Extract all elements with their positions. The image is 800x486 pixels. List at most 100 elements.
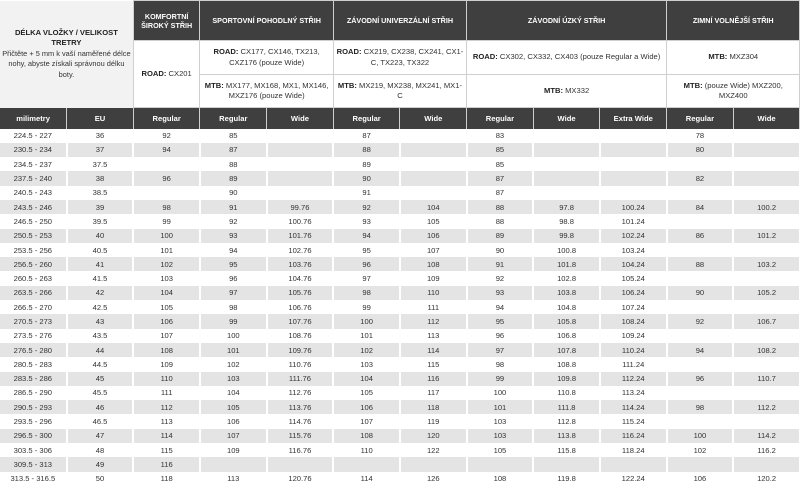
table-cell: 95 bbox=[333, 242, 401, 258]
category-uzky: ZÁVODNÍ ÚZKÝ STŘIH bbox=[466, 0, 668, 41]
table-cell: 115 bbox=[133, 443, 201, 458]
table-cell: 88 bbox=[466, 199, 535, 215]
model-label: ROAD: bbox=[336, 47, 362, 56]
table-cell: 89 bbox=[466, 228, 535, 243]
table-cell: 253.5 - 256 bbox=[0, 242, 68, 258]
table-row: 260.5 - 263 41.5 103 96 104.76 97 109 92 102.8 10… bbox=[0, 271, 800, 286]
table-row: 243.5 - 246 39 98 91 99.76 92 104 88 97.8 100.24 8… bbox=[0, 199, 800, 215]
table-cell: 102.76 bbox=[266, 242, 335, 258]
table-cell: 280.5 - 283 bbox=[0, 357, 68, 372]
table-cell: 109 bbox=[199, 443, 268, 458]
table-cell: 104 bbox=[199, 385, 268, 401]
column-header: Regular bbox=[466, 107, 534, 129]
table-cell bbox=[533, 142, 601, 158]
table-cell bbox=[733, 328, 800, 343]
table-cell: 94 bbox=[333, 228, 401, 243]
model-list: MX177, MX168, MX1, MX146, MXZ176 (pouze … bbox=[223, 80, 329, 101]
table-cell bbox=[733, 300, 800, 315]
table-cell: 99.76 bbox=[266, 199, 335, 215]
table-cell: 86 bbox=[666, 228, 735, 243]
table-cell: 44.5 bbox=[66, 357, 135, 372]
table-cell bbox=[666, 242, 735, 258]
table-cell bbox=[599, 185, 668, 200]
table-cell: 90 bbox=[666, 285, 735, 301]
table-cell: 102.24 bbox=[599, 228, 668, 243]
table-cell: 118 bbox=[133, 471, 201, 486]
table-cell: 116.76 bbox=[266, 443, 335, 458]
table-cell: 92 bbox=[133, 128, 201, 143]
table-cell: 120 bbox=[399, 428, 468, 444]
table-cell bbox=[133, 157, 201, 172]
table-cell: 102 bbox=[333, 342, 401, 358]
table-cell: 95 bbox=[199, 257, 268, 272]
table-cell: 94 bbox=[466, 300, 535, 315]
category-komfort: KOMFORTNÍ ŠIROKÝ STŘIH bbox=[132, 0, 201, 41]
table-cell: 250.5 - 253 bbox=[0, 228, 68, 243]
table-cell bbox=[666, 185, 735, 200]
table-cell: 97.8 bbox=[533, 199, 601, 215]
table-cell: 98 bbox=[133, 199, 201, 215]
table-cell: 87 bbox=[199, 142, 268, 158]
category-univerzalni: ZÁVODNÍ UNIVERZÁLNÍ STŘIH bbox=[332, 0, 468, 41]
table-cell bbox=[733, 414, 800, 429]
table-row: 246.5 - 250 39.5 99 92 100.76 93 105 88 98.8 101.… bbox=[0, 214, 800, 229]
table-cell: 38.5 bbox=[66, 185, 135, 200]
table-cell: 115 bbox=[399, 357, 468, 372]
table-row: 286.5 - 290 45.5 111 104 112.76 105 117 100 110.… bbox=[0, 385, 800, 401]
table-row: 280.5 - 283 44.5 109 102 110.76 103 115 98 108.8… bbox=[0, 357, 800, 372]
table-cell bbox=[533, 185, 601, 200]
table-cell: 117 bbox=[399, 385, 468, 401]
table-cell bbox=[666, 157, 735, 172]
table-cell: 266.5 - 270 bbox=[0, 300, 68, 315]
table-cell bbox=[266, 171, 335, 186]
table-cell: 111 bbox=[133, 385, 201, 401]
table-cell: 46 bbox=[66, 400, 135, 415]
table-cell bbox=[733, 357, 800, 372]
table-cell bbox=[666, 357, 735, 372]
table-cell: 44 bbox=[66, 342, 135, 358]
table-cell: 115.24 bbox=[599, 414, 668, 429]
sport-road-models: ROAD: CX177, CX146, TX213, CXZ176 (pouze… bbox=[199, 40, 334, 75]
table-cell: 98 bbox=[333, 285, 401, 301]
table-cell bbox=[266, 185, 335, 200]
table-row: 240.5 - 243 38.5 90 91 87 bbox=[0, 185, 800, 200]
table-cell: 114 bbox=[133, 428, 201, 444]
table-cell: 100 bbox=[333, 314, 401, 329]
table-cell: 107 bbox=[399, 242, 468, 258]
model-list: MX332 bbox=[563, 85, 590, 95]
table-cell: 106 bbox=[399, 228, 468, 243]
table-cell bbox=[599, 128, 668, 143]
table-cell: 94 bbox=[199, 242, 268, 258]
table-cell: 45.5 bbox=[66, 385, 135, 401]
table-cell bbox=[733, 128, 800, 143]
table-cell: 89 bbox=[199, 171, 268, 186]
table-cell bbox=[733, 271, 800, 286]
table-cell: 107.76 bbox=[266, 314, 335, 329]
table-row: 234.5 - 237 37.5 88 89 85 bbox=[0, 157, 800, 172]
model-list: MXZ304 bbox=[727, 52, 759, 62]
model-list: CX201 bbox=[166, 68, 192, 78]
table-cell bbox=[533, 171, 601, 186]
table-cell: 101 bbox=[133, 242, 201, 258]
table-cell: 104.8 bbox=[533, 300, 601, 315]
table-cell: 113 bbox=[133, 414, 201, 429]
table-cell: 119 bbox=[399, 414, 468, 429]
table-cell: 92 bbox=[199, 214, 268, 229]
table-cell: 114 bbox=[333, 471, 401, 486]
table-cell: 110.24 bbox=[599, 342, 668, 358]
table-cell: 122.24 bbox=[599, 471, 668, 486]
table-cell: 107 bbox=[333, 414, 401, 429]
table-cell: 126 bbox=[399, 471, 468, 486]
table-cell: 263.5 - 266 bbox=[0, 285, 68, 301]
zimni-top-models: MTB: MXZ304 bbox=[666, 40, 800, 75]
univ-road-models: ROAD: CX219, CX238, CX241, CX1-C, TX223,… bbox=[332, 40, 468, 75]
table-cell bbox=[399, 171, 468, 186]
table-cell: 92 bbox=[466, 271, 535, 286]
column-header: Regular bbox=[666, 107, 734, 129]
table-cell: 96 bbox=[333, 257, 401, 272]
table-cell: 40 bbox=[66, 228, 135, 243]
table-cell: 97 bbox=[333, 271, 401, 286]
table-cell: 101 bbox=[333, 328, 401, 343]
table-cell: 36 bbox=[66, 128, 135, 143]
column-header: Wide bbox=[266, 107, 334, 129]
